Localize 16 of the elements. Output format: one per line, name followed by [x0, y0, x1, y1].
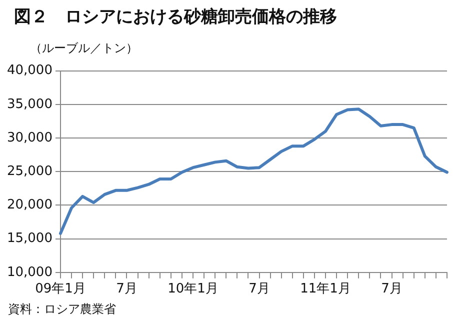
x-tick-label: 11年1月	[300, 282, 351, 297]
y-tick-label: 35,000	[6, 96, 52, 112]
x-tick-label: 10年1月	[168, 282, 218, 297]
x-tick-label: 7月	[381, 282, 402, 297]
y-tick-label: 40,000	[6, 63, 52, 78]
x-tick-label: 7月	[248, 282, 270, 297]
x-tick-label: 09年1月	[35, 282, 86, 297]
y-tick-label: 25,000	[6, 164, 52, 179]
chart-title: 図２ ロシアにおける砂糖卸売価格の推移	[14, 6, 337, 28]
x-tick-label: 7月	[116, 282, 138, 297]
y-axis-title: （ルーブル／トン）	[30, 40, 138, 57]
y-tick-label: 10,000	[6, 264, 52, 280]
y-tick-label: 30,000	[6, 130, 52, 146]
text: 資料：ロシア農業省	[8, 301, 116, 318]
y-tick-label: 20,000	[6, 198, 52, 213]
y-tick-label: 15,000	[6, 231, 52, 246]
